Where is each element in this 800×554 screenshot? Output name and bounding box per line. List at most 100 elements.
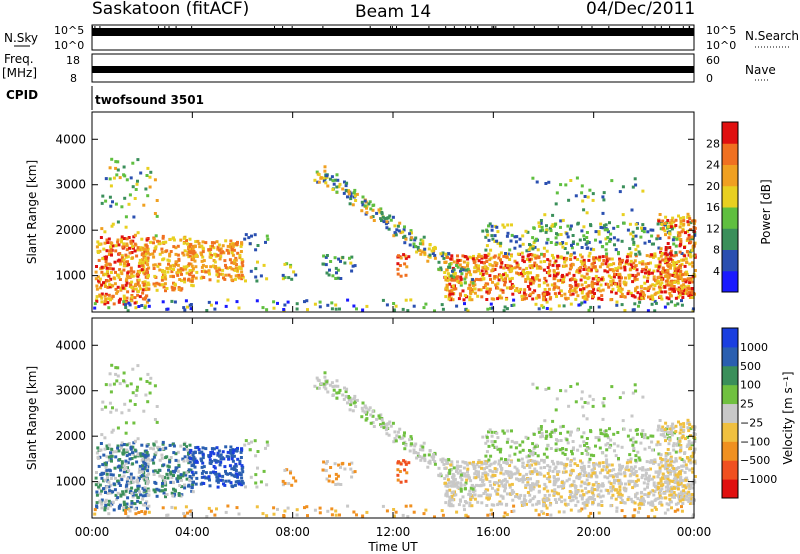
colorbar-tick-label: 4 [713, 265, 720, 278]
velocity-cell [140, 474, 144, 478]
power-cell [591, 192, 595, 196]
power-cell [674, 251, 678, 255]
power-cell [664, 255, 668, 259]
power-cell [659, 283, 662, 287]
velocity-cell [537, 427, 541, 431]
power-cell [574, 194, 578, 198]
power-cell [473, 279, 476, 283]
velocity-cell [629, 460, 633, 464]
power-cell [141, 262, 145, 266]
power-cell [381, 298, 385, 302]
velocity-cell [542, 487, 546, 491]
velocity-cell [609, 469, 613, 473]
power-cell [617, 273, 621, 277]
velocity-cell [553, 488, 557, 492]
power-cell [464, 275, 468, 279]
power-cell [353, 264, 357, 268]
velocity-cell [543, 498, 547, 502]
power-cell [543, 292, 547, 296]
power-cell [644, 262, 648, 266]
power-cell [230, 267, 234, 271]
power-cell [608, 239, 612, 243]
velocity-cell [683, 470, 687, 474]
velocity-cell [681, 502, 685, 505]
power-cell [110, 253, 113, 257]
velocity-cell [664, 463, 668, 467]
velocity-cell [103, 488, 107, 492]
velocity-cell [214, 460, 218, 464]
velocity-cell [521, 448, 525, 452]
velocity-cell [217, 472, 221, 476]
power-cell [691, 309, 695, 313]
power-cell [542, 254, 546, 258]
power-cell [607, 257, 611, 261]
power-cell [585, 246, 589, 250]
power-cell [490, 234, 494, 238]
velocity-cell [544, 485, 548, 489]
power-cell [179, 270, 183, 273]
velocity-cell [114, 408, 118, 412]
velocity-cell [633, 465, 637, 469]
power-cell [553, 282, 557, 286]
power-cell [323, 165, 327, 169]
power-cell [497, 256, 501, 260]
power-cell [678, 266, 682, 270]
power-cell [521, 242, 525, 246]
velocity-cell [691, 482, 695, 486]
power-cell [171, 288, 175, 292]
power-cell [668, 246, 672, 249]
power-cell [553, 261, 557, 265]
velocity-cell [630, 500, 634, 504]
power-cell [113, 260, 117, 264]
power-cell [594, 256, 598, 260]
power-cell [443, 271, 447, 274]
power-cell [668, 221, 672, 225]
velocity-cell [107, 480, 111, 484]
power-cell [546, 238, 550, 242]
power-cell [189, 243, 193, 247]
velocity-cell [559, 389, 563, 393]
power-cell [685, 239, 689, 242]
velocity-cell [230, 473, 234, 477]
power-cell [144, 252, 148, 256]
power-cell [658, 288, 662, 292]
power-cell [353, 188, 357, 192]
power-cell [537, 278, 541, 282]
power-cbar-label: Power [dB] [759, 179, 773, 244]
power-cell [691, 264, 695, 268]
power-cell [474, 263, 478, 267]
velocity-cell [253, 439, 257, 443]
power-cell [156, 239, 160, 243]
velocity-cell [235, 506, 239, 510]
power-cell [406, 309, 410, 313]
power-cell [543, 276, 547, 280]
power-cell [386, 216, 390, 220]
power-cell [529, 244, 533, 248]
velocity-cell [570, 471, 573, 475]
power-cell [456, 275, 459, 279]
power-cell [631, 237, 635, 241]
power-cell [109, 271, 113, 274]
velocity-cell [392, 508, 396, 511]
power-cell [372, 219, 376, 222]
velocity-cell [145, 506, 149, 510]
velocity-cell [526, 477, 530, 481]
velocity-cell [543, 466, 546, 469]
power-cell [682, 222, 686, 226]
velocity-cell [103, 461, 107, 465]
velocity-cell [487, 430, 490, 434]
power-cell [335, 185, 339, 189]
power-cell [111, 267, 115, 271]
power-cell [228, 266, 232, 269]
power-cell [609, 298, 613, 302]
power-cell [599, 283, 603, 287]
power-cell [626, 252, 630, 256]
velocity-cell [554, 442, 558, 446]
power-cell [667, 297, 671, 301]
power-cell [484, 248, 488, 252]
velocity-cell [690, 425, 694, 429]
velocity-cell [565, 463, 569, 466]
velocity-cell [687, 442, 691, 446]
power-cell [674, 224, 678, 227]
velocity-cell [601, 494, 605, 498]
